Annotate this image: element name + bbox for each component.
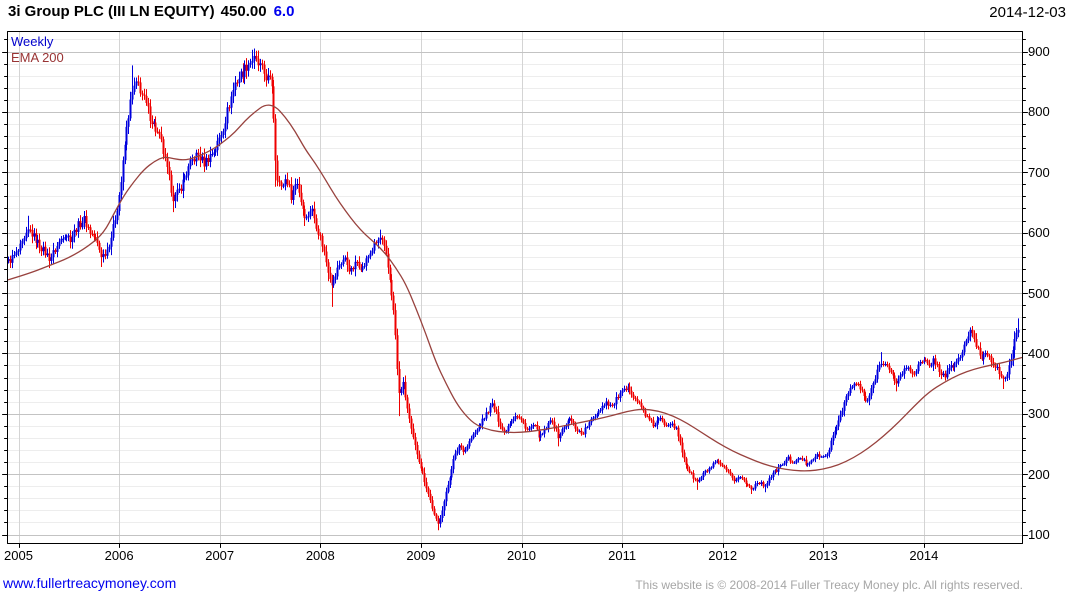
- title-bar: 3i Group PLC (III LN EQUITY) 450.00 6.0: [8, 3, 294, 20]
- price-change: 6.0: [273, 3, 295, 20]
- copyright-text: This website is © 2008-2014 Fuller Treac…: [635, 578, 1023, 592]
- x-axis-tick-label: 2010: [507, 548, 536, 563]
- y-axis-tick-label: 900: [1028, 44, 1050, 59]
- x-axis-tick-label: 2008: [305, 548, 335, 563]
- x-axis-tick-label: 2012: [708, 548, 738, 563]
- x-axis-tick-label: 2013: [808, 548, 838, 563]
- y-axis-tick-label: 200: [1028, 466, 1050, 482]
- website-link[interactable]: www.fullertreacymoney.com: [3, 575, 177, 591]
- y-axis-tick-label: 600: [1028, 225, 1050, 241]
- x-axis-tick-label: 2014: [909, 548, 939, 563]
- instrument-title: 3i Group PLC (III LN EQUITY): [8, 3, 215, 20]
- y-axis-tick-label: 500: [1028, 285, 1050, 301]
- chart-date: 2014-12-03: [989, 4, 1066, 21]
- y-axis-tick-label: 100: [1028, 527, 1050, 542]
- legend-weekly-label: Weekly: [11, 34, 54, 49]
- x-axis-tick-label: 2011: [608, 548, 637, 563]
- legend-ema-label: EMA 200: [11, 50, 64, 65]
- y-axis-tick-label: 800: [1028, 104, 1050, 120]
- x-axis-tick-label: 2007: [205, 548, 235, 563]
- x-axis-tick-label: 2006: [104, 548, 134, 563]
- x-axis-tick-label: 2005: [4, 548, 33, 563]
- chart-legend: Weekly EMA 200: [11, 34, 64, 66]
- y-axis-tick-label: 400: [1028, 345, 1050, 361]
- y-axis-tick-label: 700: [1028, 164, 1050, 180]
- last-price: 450.00: [220, 3, 267, 20]
- x-axis-tick-label: 2009: [406, 548, 436, 563]
- y-axis-tick-label: 300: [1028, 406, 1050, 422]
